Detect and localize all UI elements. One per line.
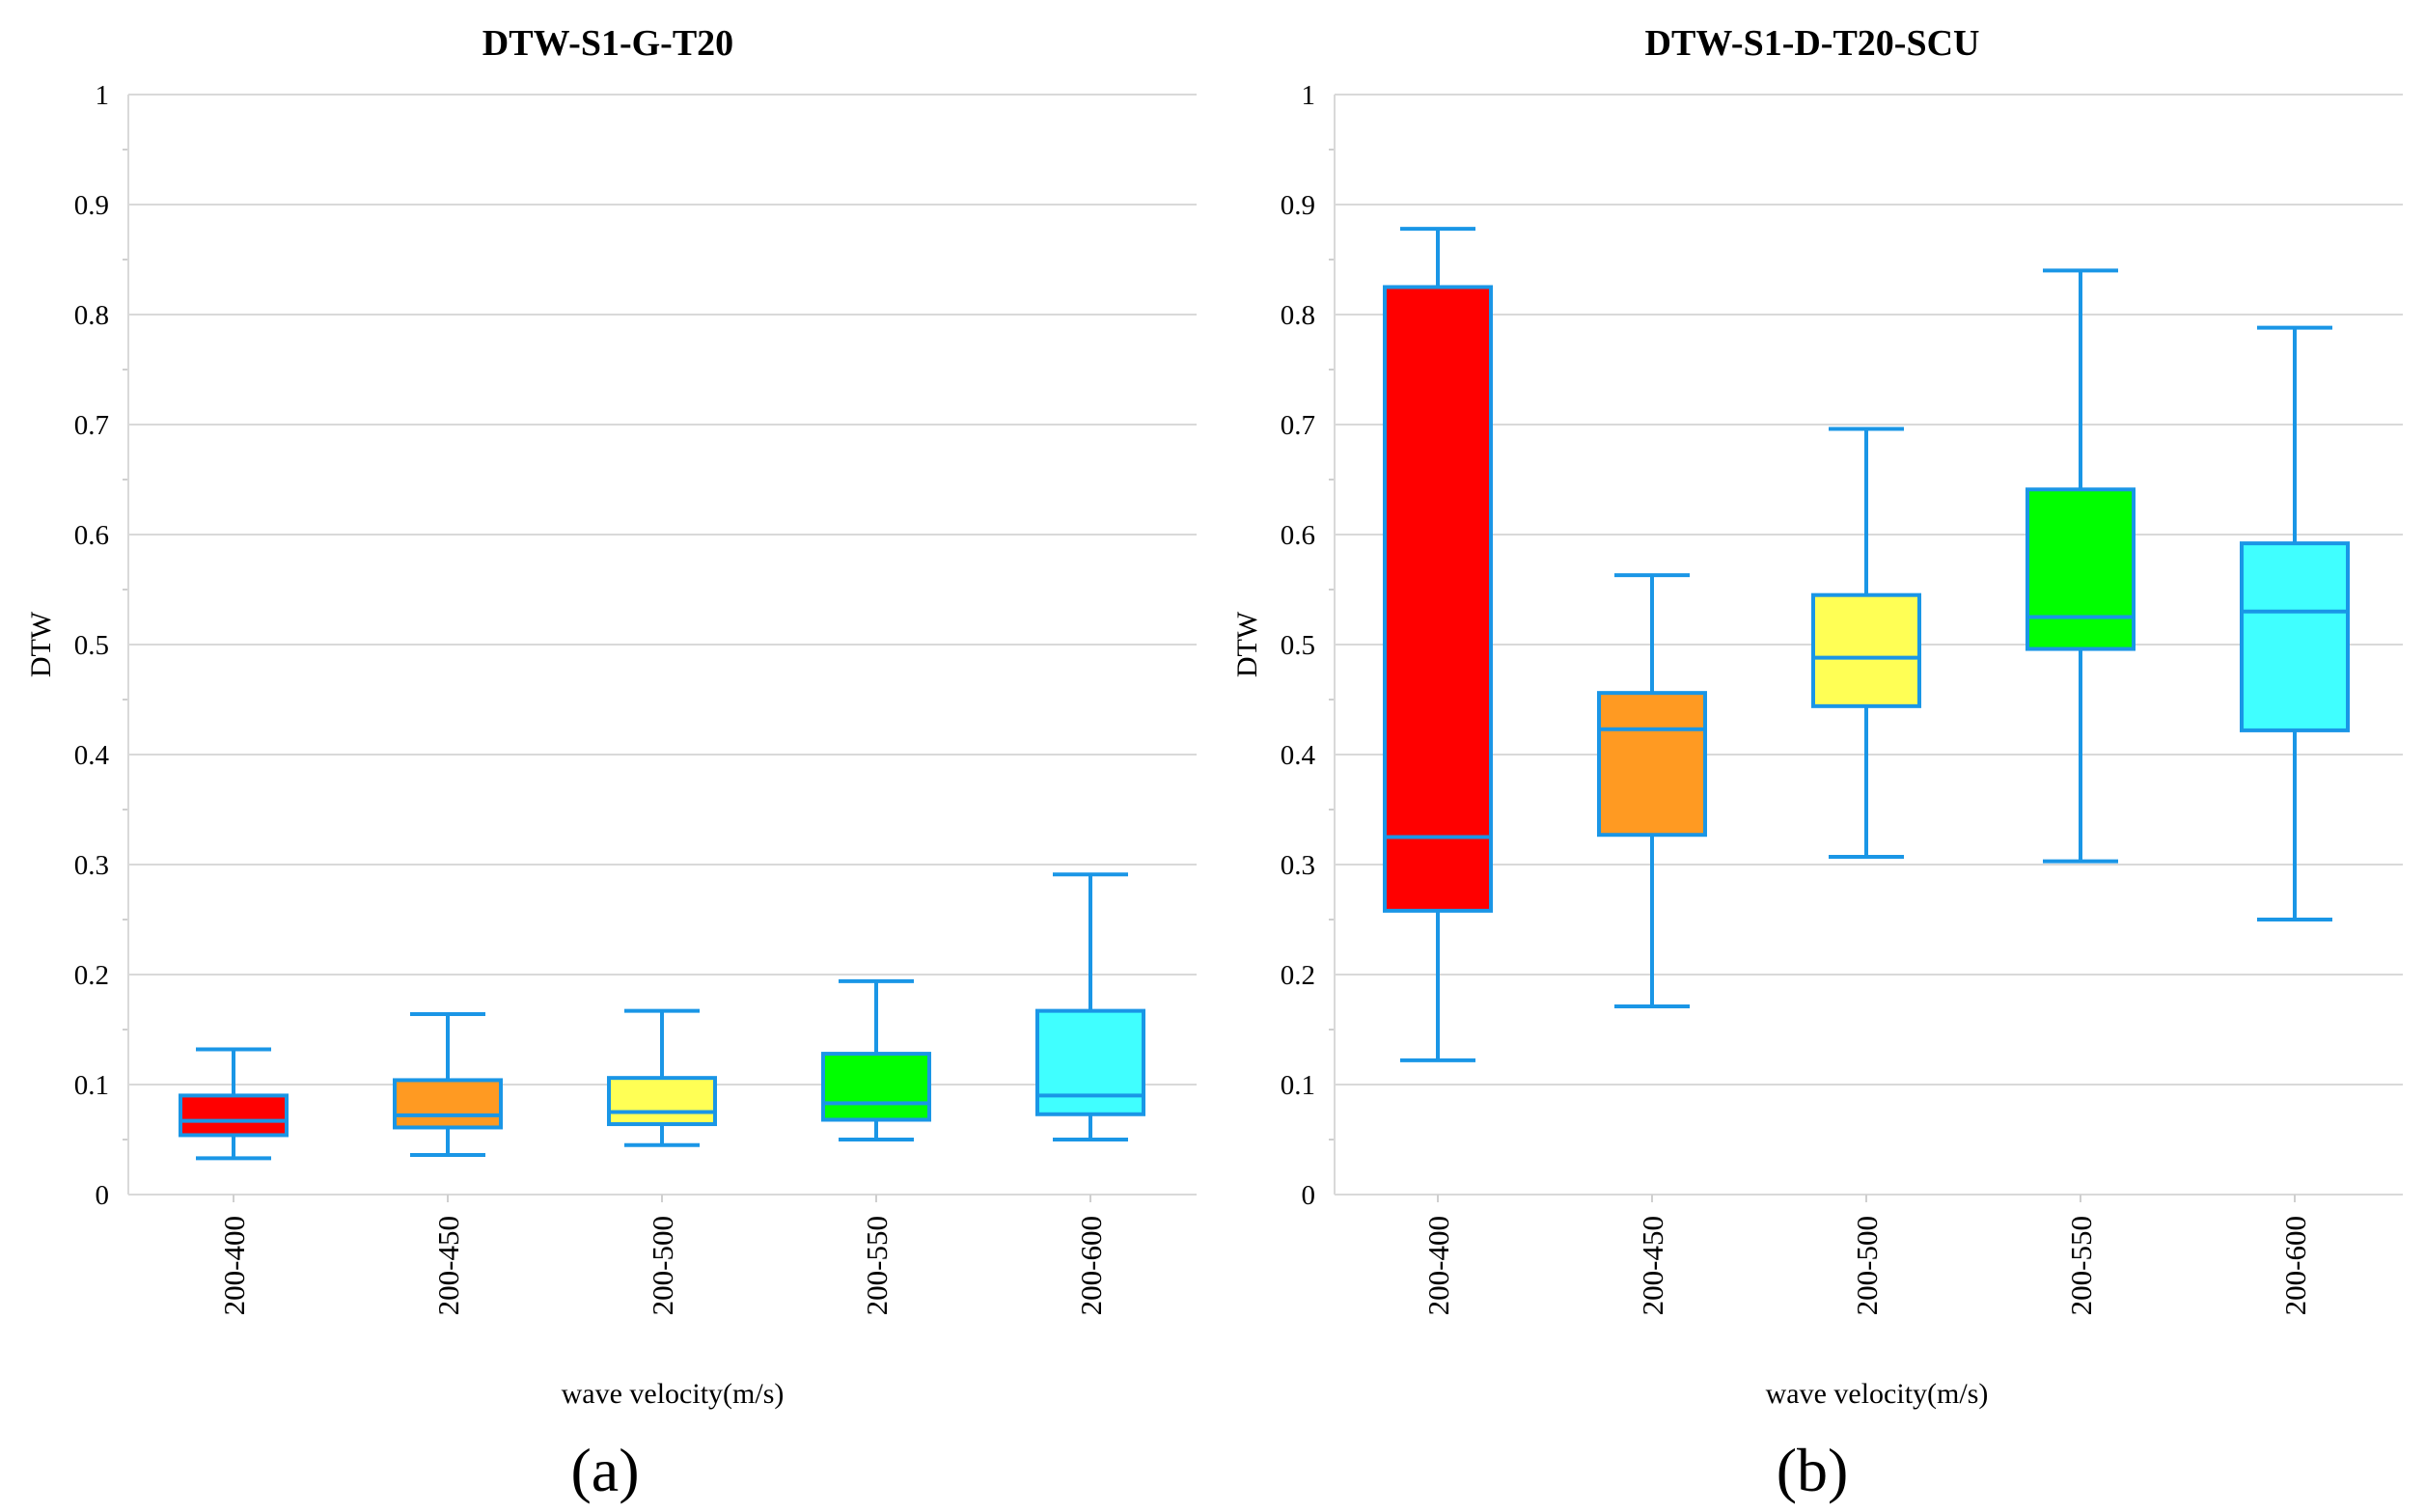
y-tick-label: 0.5 xyxy=(74,630,109,661)
x-tick-label: 200-500 xyxy=(1850,1216,1884,1315)
y-tick-label: 0.2 xyxy=(74,960,109,991)
y-tick-label: 0.4 xyxy=(74,740,110,771)
y-tick-label: 0.9 xyxy=(1281,190,1315,221)
panel-label-a: (a) xyxy=(570,1436,639,1504)
iqr-box xyxy=(821,1052,931,1122)
box-200-500 xyxy=(1811,426,1921,860)
panel-label-b: (b) xyxy=(1777,1436,1849,1504)
y-tick-label: 0.1 xyxy=(1281,1070,1315,1101)
chart-a: DTW-S1-G-T20 0 0.1 0.2 0.3 0.4 0.5 0.6 0.7 0.8 0.… xyxy=(25,23,1197,1504)
box-200-550 xyxy=(821,978,931,1141)
chart-b-x-tick-labels: 200-400 200-450 200-500 200-550 200-600 xyxy=(1421,1216,2312,1315)
y-tick-label: 0.9 xyxy=(74,190,109,221)
y-tick-label: 1 xyxy=(96,80,110,111)
y-tick-label: 0.2 xyxy=(1281,960,1315,991)
x-tick-label: 200-500 xyxy=(646,1216,679,1315)
chart-b-gridlines xyxy=(1329,94,2403,1202)
x-tick-label: 200-550 xyxy=(860,1216,894,1315)
chart-b-boxes xyxy=(1383,227,2350,1062)
y-tick-label: 0.5 xyxy=(1281,630,1315,661)
y-tick-label: 0.8 xyxy=(1281,300,1315,331)
chart-a-x-axis-label: wave velocity(m/s) xyxy=(562,1378,785,1410)
box-200-600 xyxy=(2240,325,2350,921)
x-tick-label: 200-600 xyxy=(2278,1216,2312,1315)
chart-b-x-axis-label: wave velocity(m/s) xyxy=(1766,1378,1989,1410)
iqr-box xyxy=(1035,1008,1145,1116)
y-tick-label: 0.7 xyxy=(74,410,109,441)
iqr-box xyxy=(1811,592,1921,708)
y-tick-label: 0.3 xyxy=(1281,850,1315,881)
box-200-450 xyxy=(1597,573,1707,1009)
iqr-box xyxy=(2025,487,2136,651)
x-tick-label: 200-550 xyxy=(2064,1216,2098,1315)
y-tick-label: 0.6 xyxy=(1281,520,1315,551)
y-tick-label: 0.4 xyxy=(1281,740,1316,771)
box-200-450 xyxy=(393,1012,503,1157)
chart-a-y-tick-labels: 0 0.1 0.2 0.3 0.4 0.5 0.6 0.7 0.8 0.9 1 xyxy=(74,80,110,1211)
chart-b-y-axis-label: DTW xyxy=(1231,611,1263,677)
chart-b: DTW-S1-D-T20-SCU 00.10.20.30.40.50.60.70… xyxy=(1231,23,2403,1504)
iqr-box xyxy=(179,1093,289,1138)
y-tick-label: 0.8 xyxy=(74,300,109,331)
y-tick-label: 0 xyxy=(1302,1180,1316,1211)
x-tick-label: 200-600 xyxy=(1074,1216,1108,1315)
y-tick-label: 0.3 xyxy=(74,850,109,881)
y-tick-label: 0 xyxy=(96,1180,110,1211)
y-tick-label: 0.7 xyxy=(1281,410,1315,441)
chart-a-x-tick-labels: 200-400 200-450 200-500 200-550 200-600 xyxy=(217,1216,1108,1315)
iqr-box xyxy=(607,1076,717,1127)
x-tick-label: 200-400 xyxy=(217,1216,251,1315)
chart-a-boxes xyxy=(179,872,1145,1161)
box-200-400 xyxy=(1383,227,1493,1062)
chart-a-title: DTW-S1-G-T20 xyxy=(482,23,733,64)
y-tick-label: 0.6 xyxy=(74,520,109,551)
chart-a-y-axis-label: DTW xyxy=(25,611,57,677)
box-200-600 xyxy=(1035,872,1145,1141)
x-tick-label: 200-400 xyxy=(1421,1216,1455,1315)
chart-a-gridlines xyxy=(123,94,1197,1202)
box-200-400 xyxy=(179,1047,289,1161)
chart-b-y-tick-labels: 0 0.1 0.2 0.3 0.4 0.5 0.6 0.7 0.8 0.9 1 xyxy=(1281,80,1316,1211)
chart-b-title: DTW-S1-D-T20-SCU xyxy=(1645,23,1980,64)
iqr-box xyxy=(1383,285,1493,913)
iqr-box xyxy=(1597,691,1707,838)
x-tick-label: 200-450 xyxy=(431,1216,465,1315)
iqr-box xyxy=(393,1078,503,1130)
y-tick-label: 1 xyxy=(1302,80,1316,111)
x-tick-label: 200-450 xyxy=(1636,1216,1669,1315)
box-200-550 xyxy=(2025,268,2136,864)
y-tick-label: 0.1 xyxy=(74,1070,109,1101)
box-200-500 xyxy=(607,1008,717,1147)
iqr-box xyxy=(2240,541,2350,732)
